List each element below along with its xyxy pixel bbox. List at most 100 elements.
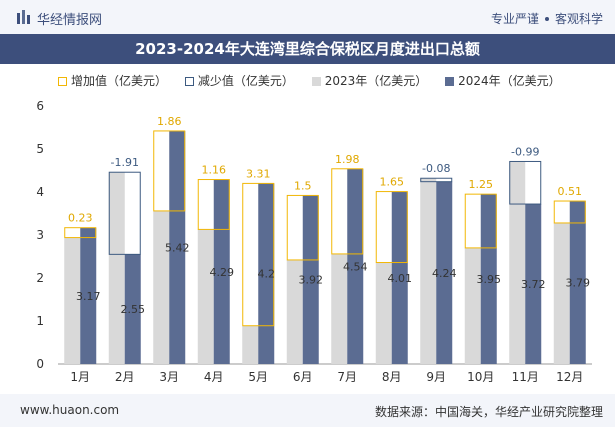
x-tick-label-6: 7月 (337, 370, 357, 384)
legend-2024-label: 2024年（亿美元） (458, 74, 561, 88)
bar-2024-3 (213, 179, 230, 364)
bar-2023-0 (64, 237, 81, 364)
legend-decrease: 减少值（亿美元） (184, 72, 294, 89)
change-label-1: -1.91 (111, 156, 139, 169)
bar-2023-4 (242, 325, 259, 364)
legend-decrease-label: 减少值（亿美元） (197, 74, 294, 88)
x-tick-label-9: 10月 (467, 370, 494, 384)
bar-2023-1 (108, 172, 125, 364)
chart-title: 2023-2024年大连湾里综合保税区月度进出口总额 (135, 40, 480, 58)
legend-increase-swatch (58, 77, 67, 86)
bar-2024-2 (169, 130, 186, 364)
bar-2023-9 (464, 247, 481, 364)
legend-2023: 2023年（亿美元） (311, 72, 428, 89)
change-box-3 (197, 179, 230, 230)
change-label-5: 1.5 (294, 179, 312, 192)
bar-chart: 0 1 2 3 4 5 6 0.23 3.17 1月 -1.91 2.55 2月 1.86 5.42 3月 1.… (36, 99, 592, 384)
change-box-2 (153, 130, 186, 212)
change-box-11 (553, 200, 586, 224)
legend-increase: 增加值（亿美元） (58, 72, 167, 89)
x-tick-label-1: 2月 (115, 370, 135, 384)
title-bar: 2023-2024年大连湾里综合保税区月度进出口总额 (0, 34, 615, 64)
x-tick-label-2: 3月 (159, 370, 179, 384)
data-source: 数据来源：中国海关，华经产业研究院整理 (374, 405, 603, 419)
bar-2023-8 (420, 178, 437, 364)
value-label-2024-11: 3.79 (566, 277, 591, 290)
legend-increase-label: 增加值（亿美元） (71, 74, 168, 88)
change-box-7 (375, 191, 408, 264)
change-label-11: 0.51 (558, 185, 583, 198)
change-box-6 (331, 168, 364, 255)
change-box-0 (64, 227, 97, 239)
value-label-2024-5: 3.92 (299, 274, 324, 287)
value-label-2024-4: 4.2 (258, 268, 276, 281)
legend-decrease-swatch (184, 77, 194, 86)
change-box-10 (509, 160, 542, 205)
value-label-2024-8: 4.24 (432, 267, 457, 280)
top-bar: 华经情报网 专业严谨 客观科学 (0, 0, 615, 34)
logo-icon (17, 10, 30, 24)
x-tick-label-11: 12月 (556, 370, 583, 384)
bar-2024-5 (302, 195, 319, 364)
site-url: www.huaon.com (20, 403, 120, 417)
bar-2023-10 (509, 161, 526, 364)
value-label-2024-10: 3.72 (521, 278, 546, 291)
chart-legend: 增加值（亿美元） 减少值（亿美元） 2023年（亿美元） 2024年（亿美元） (58, 72, 575, 90)
y-tick-label-2: 2 (36, 271, 44, 285)
x-tick-label-7: 8月 (382, 370, 402, 384)
y-tick-label-1: 1 (36, 314, 44, 328)
bar-2024-1 (124, 254, 141, 364)
footer-bar: www.huaon.com 数据来源：中国海关，华经产业研究院整理 (0, 394, 615, 427)
value-label-2024-9: 3.95 (477, 273, 502, 286)
bar-2024-8 (436, 181, 453, 364)
bar-2023-7 (375, 262, 392, 364)
change-label-4: 3.31 (246, 167, 271, 180)
bar-2024-11 (569, 201, 586, 364)
change-label-2: 1.86 (157, 115, 182, 128)
x-tick-label-8: 9月 (426, 370, 446, 384)
bar-2023-6 (331, 253, 348, 364)
x-tick-label-5: 6月 (293, 370, 313, 384)
change-label-0: 0.23 (68, 212, 93, 225)
value-label-2024-2: 5.42 (165, 241, 190, 254)
bar-2024-4 (258, 183, 275, 364)
change-box-1 (108, 171, 141, 255)
change-label-8: -0.08 (422, 162, 450, 175)
legend-2023-swatch (311, 77, 321, 86)
tagline-left: 专业严谨 (490, 12, 539, 26)
bar-2024-10 (525, 204, 542, 364)
change-box-9 (464, 193, 497, 249)
brand-name: 华经情报网 (37, 13, 103, 28)
bar-2023-11 (553, 222, 570, 364)
y-tick-label-6: 6 (36, 99, 44, 113)
y-tick-label-4: 4 (36, 185, 44, 199)
value-label-2024-3: 4.29 (210, 266, 235, 279)
bar-2024-9 (480, 194, 497, 364)
legend-2023-label: 2023年（亿美元） (324, 74, 428, 88)
dot-separator (544, 16, 549, 21)
bar-2023-5 (286, 259, 303, 364)
change-label-9: 1.25 (469, 178, 494, 191)
bar-2024-0 (80, 227, 97, 364)
bar-2024-6 (347, 168, 364, 364)
value-label-2024-1: 2.55 (121, 303, 146, 316)
legend-2024: 2024年（亿美元） (445, 72, 561, 89)
change-label-10: -0.99 (511, 145, 539, 158)
value-label-2024-0: 3.17 (76, 290, 101, 303)
y-tick-label-3: 3 (36, 228, 44, 242)
change-box-8 (420, 177, 453, 183)
change-label-6: 1.98 (335, 153, 360, 166)
x-tick-label-4: 5月 (248, 370, 268, 384)
change-label-3: 1.16 (202, 164, 227, 177)
bar-2024-7 (391, 191, 408, 364)
y-tick-label-5: 5 (36, 142, 44, 156)
value-label-2024-7: 4.01 (388, 272, 413, 285)
value-label-2024-6: 4.54 (343, 260, 368, 273)
x-tick-label-10: 11月 (512, 370, 539, 384)
tagline: 专业严谨 客观科学 (491, 10, 603, 27)
legend-2024-swatch (445, 77, 455, 86)
change-box-5 (286, 194, 319, 261)
change-label-7: 1.65 (380, 176, 405, 189)
x-tick-label-0: 1月 (70, 370, 90, 384)
tagline-right: 客观科学 (554, 12, 603, 26)
